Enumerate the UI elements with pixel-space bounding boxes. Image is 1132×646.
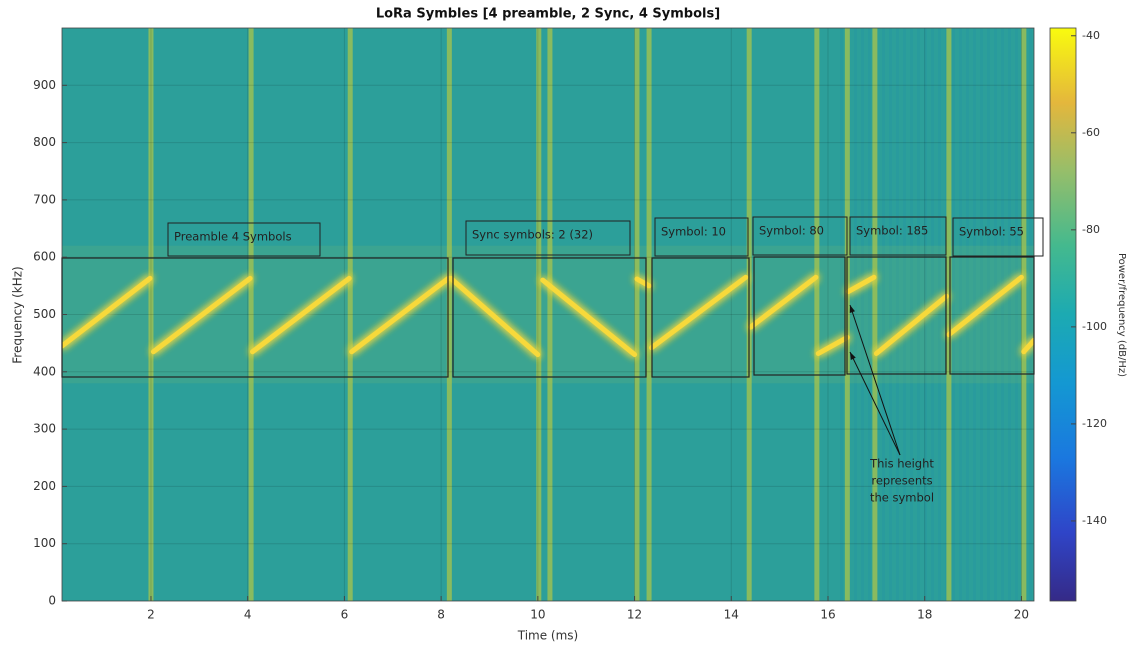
noise-stripe [1008, 28, 1011, 601]
annotation-box [752, 216, 848, 256]
symbol-region [452, 257, 647, 378]
annotation-box [952, 217, 1044, 257]
noise-stripe [868, 28, 871, 601]
colorbar-tick-label: -40 [1082, 29, 1100, 42]
symbol-region [61, 257, 449, 378]
annotation-box [654, 217, 749, 257]
x-tick-label: 20 [1014, 608, 1029, 622]
noise-stripe [952, 28, 955, 601]
annotation-box [167, 222, 321, 257]
noise-stripe [966, 28, 969, 601]
y-tick-label: 100 [33, 536, 56, 550]
x-tick-label: 10 [530, 608, 545, 622]
symbol-region [949, 256, 1035, 375]
noise-stripe [994, 28, 997, 601]
y-tick-label: 900 [33, 78, 56, 92]
note-text: the symbol [870, 491, 934, 505]
noise-stripe [917, 28, 920, 601]
symbol-region [846, 256, 947, 375]
colorbar-tick-label: -100 [1082, 320, 1107, 333]
colorbar-tick-label: -60 [1082, 126, 1100, 139]
noise-stripe [910, 28, 913, 601]
noise-stripe [840, 28, 843, 601]
annotation-label: Symbol: 55 [959, 225, 1024, 239]
x-axis-label: Time (ms) [517, 629, 579, 643]
noise-stripe [938, 28, 941, 601]
annotation-label: Sync symbols: 2 (32) [472, 228, 593, 242]
colorbar-label: Power/frequency (dB/Hz) [1116, 253, 1127, 377]
colorbar-tick-label: -80 [1082, 223, 1100, 236]
y-axis-label: Frequency (kHz) [11, 266, 25, 363]
plot-area [62, 28, 1034, 601]
noise-stripe [889, 28, 892, 601]
y-tick-label: 800 [33, 135, 56, 149]
annotation-label: Symbol: 185 [856, 224, 928, 238]
y-tick-label: 300 [33, 422, 56, 436]
noise-stripe [980, 28, 983, 601]
chirp-line [62, 274, 1034, 358]
arrow-head [850, 352, 856, 360]
noise-stripe [959, 28, 962, 601]
x-tick-label: 4 [244, 608, 252, 622]
x-tick-label: 2 [147, 608, 155, 622]
noise-stripe [931, 28, 934, 601]
annotation-box [849, 216, 947, 256]
y-tick-label: 0 [48, 594, 56, 608]
annotation-label: Preamble 4 Symbols [174, 230, 292, 244]
noise-stripe [1015, 28, 1018, 601]
x-tick-label: 18 [917, 608, 932, 622]
y-tick-label: 700 [33, 192, 56, 206]
noise-stripe [1001, 28, 1004, 601]
annotation-box [465, 220, 631, 256]
noise-stripe [1029, 28, 1032, 601]
overlay: Preamble 4 Symbols Sync symbols: 2 (32) Sy… [61, 216, 1044, 505]
arrow-head [849, 305, 855, 313]
y-tick-label: 500 [33, 307, 56, 321]
colorbar-tick-label: -140 [1082, 514, 1107, 527]
chart-title: LoRa Symbles [4 preamble, 2 Sync, 4 Symb… [376, 7, 720, 22]
x-tick-label: 16 [820, 608, 835, 622]
annotation-label: Symbol: 80 [759, 224, 824, 238]
noise-stripe [896, 28, 899, 601]
x-tick-label: 12 [627, 608, 642, 622]
x-tick-label: 14 [724, 608, 739, 622]
noise-stripe [854, 28, 857, 601]
note-arrow [849, 351, 901, 456]
annotation-label: Symbol: 10 [661, 225, 726, 239]
note-text: This height [869, 457, 934, 471]
colorbar [1049, 27, 1077, 602]
noise-stripe [861, 28, 864, 601]
x-tick-label: 8 [437, 608, 445, 622]
colorbar-tick-label: -120 [1082, 417, 1107, 430]
x-tick-label: 6 [341, 608, 349, 622]
note-text: represents [871, 474, 932, 488]
symbol-region [651, 257, 750, 378]
y-tick-label: 600 [33, 250, 56, 264]
y-tick-label: 200 [33, 479, 56, 493]
noise-stripe [987, 28, 990, 601]
noise-stripe [882, 28, 885, 601]
symbol-region [753, 256, 846, 376]
note-arrow [849, 304, 901, 456]
y-tick-label: 400 [33, 364, 56, 378]
noise-stripe [903, 28, 906, 601]
